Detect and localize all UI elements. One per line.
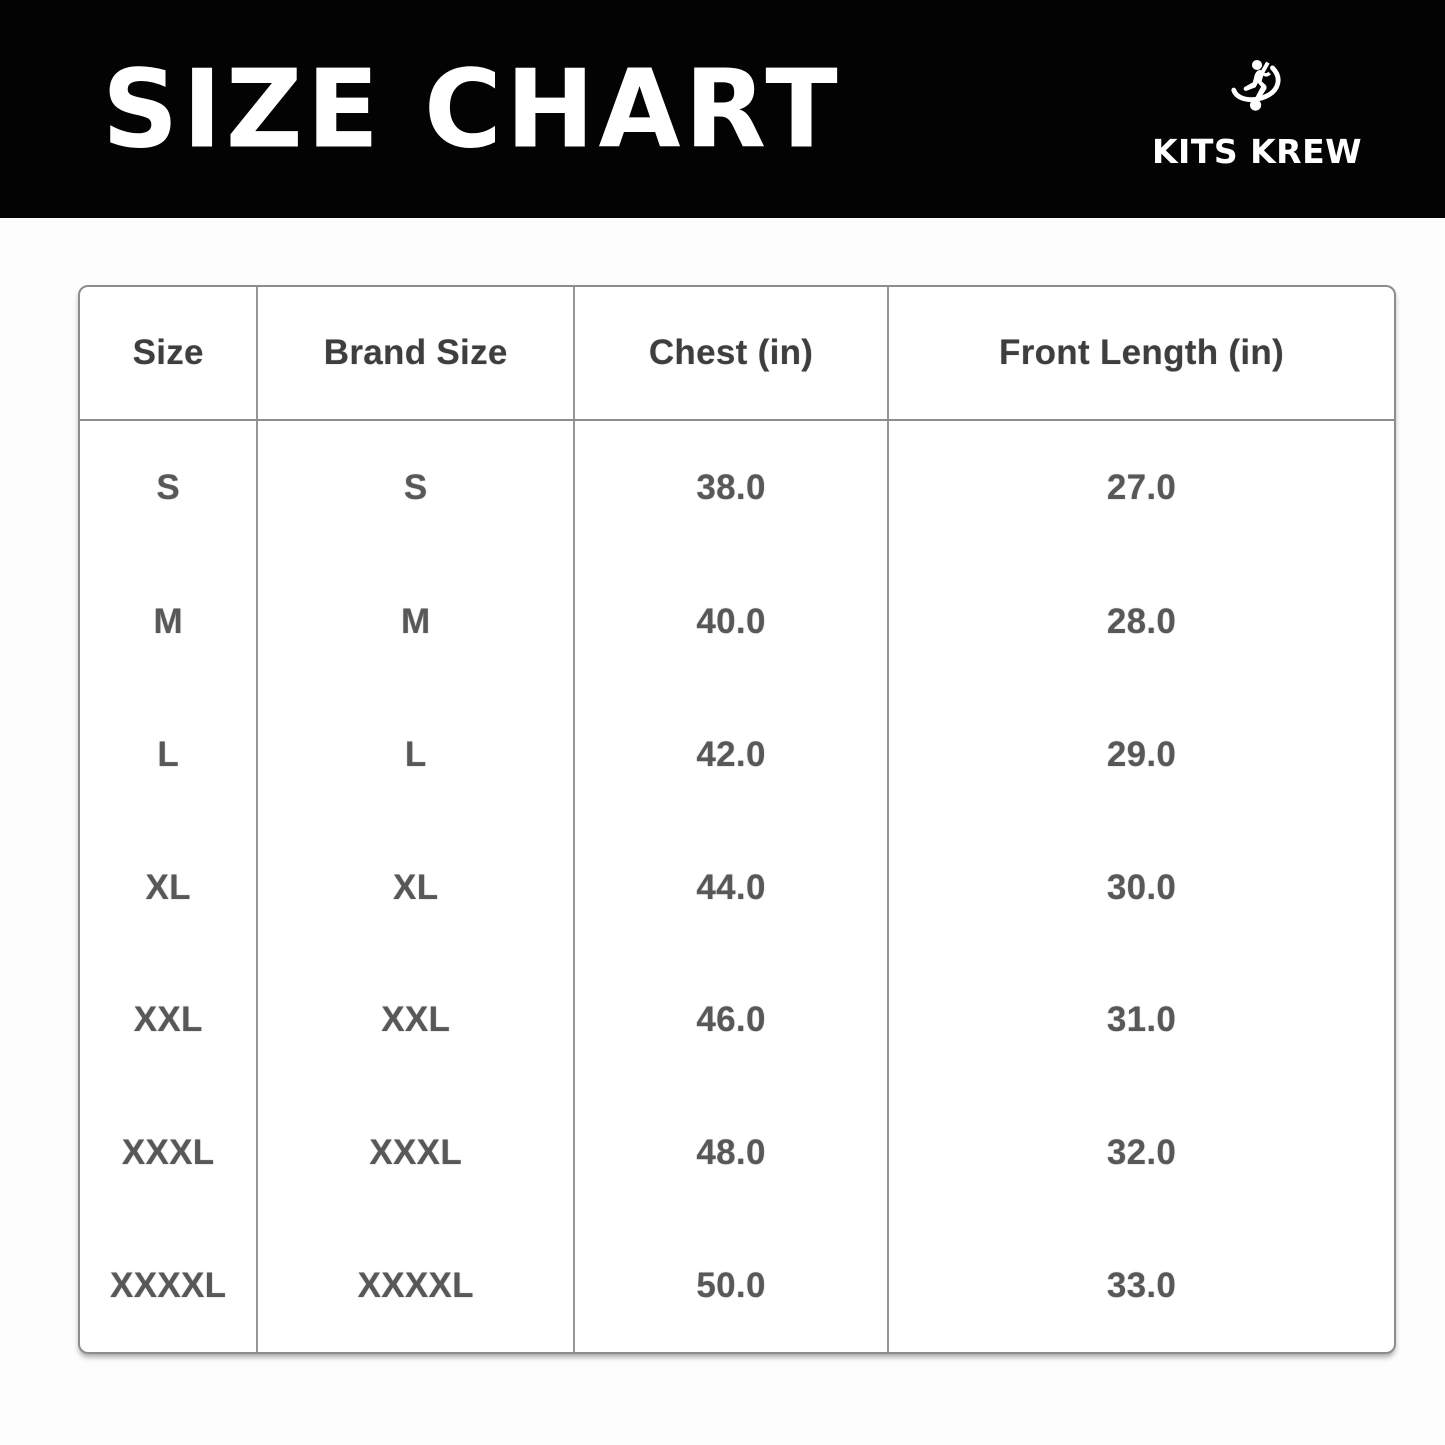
cell-brand-size: M	[257, 555, 576, 689]
cell-size: XXXXL	[80, 1219, 259, 1352]
cell-brand-size: XXL	[257, 953, 576, 1087]
table-row: XXXXL XXXXL 50.0 33.0	[80, 1219, 1394, 1352]
cell-front-length: 32.0	[1106, 1132, 1177, 1172]
table-row: L L 42.0 29.0	[80, 688, 1394, 822]
cell-size: L	[80, 688, 259, 822]
cell-brand-size: XL	[257, 821, 576, 954]
cell-front-length: 33.0	[1106, 1265, 1177, 1305]
cell-brand-size: L	[257, 688, 576, 822]
cell-chest: 44.0	[574, 821, 890, 954]
cell-brand-size: XXXXL	[257, 1219, 576, 1352]
cell-brand-size: S	[257, 420, 576, 556]
table-row: XXXL XXXL 48.0 32.0	[80, 1086, 1394, 1220]
cell-front-length: 31.0	[1106, 1000, 1177, 1040]
cell-front-length: 28.0	[1106, 602, 1177, 642]
column-header-size: Size	[80, 287, 259, 421]
cell-front-length: 27.0	[1106, 468, 1177, 508]
cell-chest: 38.0	[574, 420, 890, 556]
cell-front-length: 29.0	[1106, 734, 1177, 774]
cell-size: XXL	[80, 953, 259, 1087]
brand-name: KITS KREW	[1151, 132, 1363, 171]
size-chart-table-container: Size Brand Size Chest (in) Front Length …	[78, 285, 1396, 1354]
column-header-chest: Chest (in)	[574, 287, 890, 421]
cell-size: S	[80, 420, 259, 556]
size-chart-table: Size Brand Size Chest (in) Front Length …	[80, 287, 1394, 1352]
table-row: XXL XXL 46.0 31.0	[80, 953, 1394, 1087]
page-title: SIZE CHART	[102, 46, 842, 172]
cell-brand-size: XXXL	[257, 1086, 576, 1220]
cell-chest: 48.0	[574, 1086, 890, 1220]
cell-size: XXXL	[80, 1086, 259, 1220]
table-row: M M 40.0 28.0	[80, 555, 1394, 689]
cell-front-length: 30.0	[1106, 867, 1177, 907]
cell-chest: 50.0	[574, 1219, 890, 1352]
cell-chest: 42.0	[574, 688, 890, 822]
brand-logo: KITS KREW	[1137, 56, 1377, 171]
column-header-brand-size: Brand Size	[257, 287, 576, 421]
cell-size: XL	[80, 821, 259, 954]
table-row: XL XL 44.0 30.0	[80, 821, 1394, 954]
table-row: S S 38.0 27.0	[80, 420, 1394, 556]
column-header-front-length: Front Length (in)	[888, 287, 1394, 421]
header-banner: SIZE CHART KITS KREW	[0, 0, 1445, 218]
cell-chest: 46.0	[574, 953, 890, 1087]
soccer-player-icon	[1231, 59, 1281, 111]
cell-chest: 40.0	[574, 555, 890, 689]
header-row: Size Brand Size Chest (in) Front Length …	[80, 287, 1394, 421]
cell-size: M	[80, 555, 259, 689]
